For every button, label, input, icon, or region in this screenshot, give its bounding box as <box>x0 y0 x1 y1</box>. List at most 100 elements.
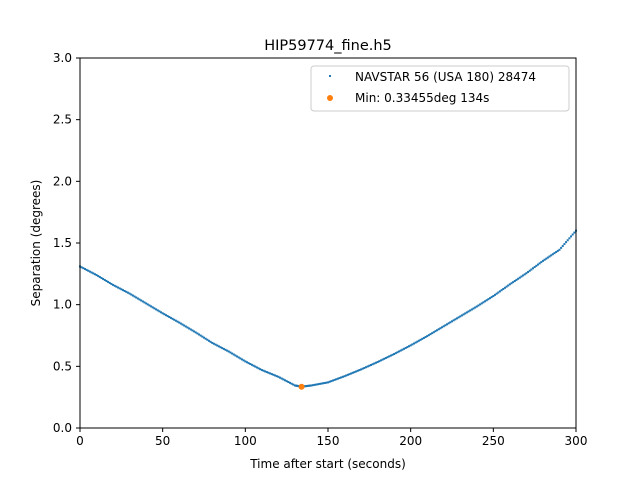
data-point-fill <box>158 310 161 313</box>
data-point-fill <box>193 330 196 333</box>
data-point-fill <box>249 362 252 365</box>
data-point-fill <box>522 274 525 277</box>
data-point-fill <box>171 317 174 320</box>
data-point-fill <box>378 360 381 363</box>
x-axis-label: Time after start (seconds) <box>249 457 406 471</box>
data-point-fill <box>209 340 212 343</box>
data-point-fill <box>528 269 531 272</box>
data-point-fill <box>545 257 548 260</box>
data-point <box>128 292 131 295</box>
data-point-fill <box>322 382 325 385</box>
data-point-fill <box>422 336 425 339</box>
y-tick-label: 2.5 <box>53 113 72 127</box>
data-point-fill <box>345 374 348 377</box>
data-point-fill <box>507 284 510 287</box>
data-point-fill <box>290 382 293 385</box>
data-point-fill <box>363 366 366 369</box>
data-point-fill <box>573 231 576 234</box>
data-point <box>492 295 495 298</box>
data-point-fill <box>467 310 470 313</box>
data-point-fill <box>254 365 257 368</box>
data-point-fill <box>449 321 452 324</box>
data-point-fill <box>186 326 189 329</box>
data-point-fill <box>265 371 268 374</box>
data-point <box>442 325 445 328</box>
data-point-fill <box>123 289 126 292</box>
data-point-fill <box>543 258 546 261</box>
data-point-fill <box>97 275 100 278</box>
data-point-fill <box>221 347 224 350</box>
data-point-fill <box>429 333 432 336</box>
data-point <box>277 375 280 378</box>
data-point-fill <box>369 363 372 366</box>
data-point-fill <box>169 316 172 319</box>
data-point-fill <box>538 262 541 265</box>
data-point-fill <box>336 377 339 380</box>
data-point-fill <box>331 379 334 382</box>
data-point-fill <box>434 330 437 333</box>
data-point-fill <box>421 337 424 340</box>
x-tick-label: 150 <box>317 434 340 448</box>
data-point-fill <box>365 366 368 369</box>
data-point-fill <box>328 380 331 383</box>
data-point-fill <box>391 353 394 356</box>
data-point-fill <box>312 384 315 387</box>
data-point-fill <box>510 282 513 285</box>
data-point-fill <box>371 363 374 366</box>
data-point-fill <box>168 316 171 318</box>
data-point-fill <box>451 320 453 323</box>
data-point-fill <box>239 357 242 360</box>
data-point-fill <box>325 381 328 384</box>
data-point-fill <box>386 356 389 359</box>
data-point-fill <box>399 349 402 352</box>
x-tick-label: 250 <box>482 434 505 448</box>
data-point-fill <box>252 364 255 367</box>
data-point-fill <box>356 369 359 372</box>
x-tick-label: 100 <box>234 434 257 448</box>
data-point-fill <box>417 339 420 342</box>
data-point-fill <box>136 297 139 300</box>
data-point-fill <box>414 341 417 344</box>
data-point-fill <box>432 331 435 334</box>
data-point-fill <box>133 295 136 298</box>
data-point-fill <box>396 351 399 354</box>
data-point-fill <box>229 351 232 354</box>
legend-frame <box>310 65 570 112</box>
data-point <box>178 321 181 324</box>
data-point-fill <box>479 303 482 306</box>
data-point <box>95 274 98 277</box>
data-point-fill <box>441 326 444 329</box>
data-point-fill <box>394 352 397 355</box>
data-point-fill <box>374 361 377 364</box>
data-point-fill <box>561 244 564 247</box>
data-point-fill <box>437 328 440 331</box>
y-tick-label: 1.0 <box>53 298 72 312</box>
data-point-fill <box>498 290 501 293</box>
data-point-fill <box>236 355 239 358</box>
data-point-fill <box>179 322 182 325</box>
data-point-fill <box>353 371 356 374</box>
data-point-fill <box>259 368 262 371</box>
data-point-fill <box>108 281 111 284</box>
data-point-fill <box>555 251 558 253</box>
data-point-fill <box>502 288 505 290</box>
data-point-fill <box>447 322 450 325</box>
data-point-fill <box>427 334 430 337</box>
data-point-fill <box>85 268 88 271</box>
data-point-fill <box>121 289 124 292</box>
data-point-fill <box>350 372 353 375</box>
data-point-fill <box>237 356 240 359</box>
data-point <box>360 368 363 371</box>
data-point-fill <box>408 345 411 348</box>
data-point-fill <box>419 338 422 341</box>
data-point-fill <box>222 347 225 350</box>
data-point <box>426 335 429 338</box>
data-point-fill <box>138 298 141 301</box>
data-point-fill <box>495 292 498 295</box>
x-tick-label: 200 <box>399 434 422 448</box>
data-point-fill <box>401 348 404 351</box>
data-point-fill <box>113 284 116 287</box>
x-tick-label: 0 <box>76 434 84 448</box>
data-point-fill <box>153 307 156 310</box>
y-tick-label: 1.5 <box>53 236 72 250</box>
